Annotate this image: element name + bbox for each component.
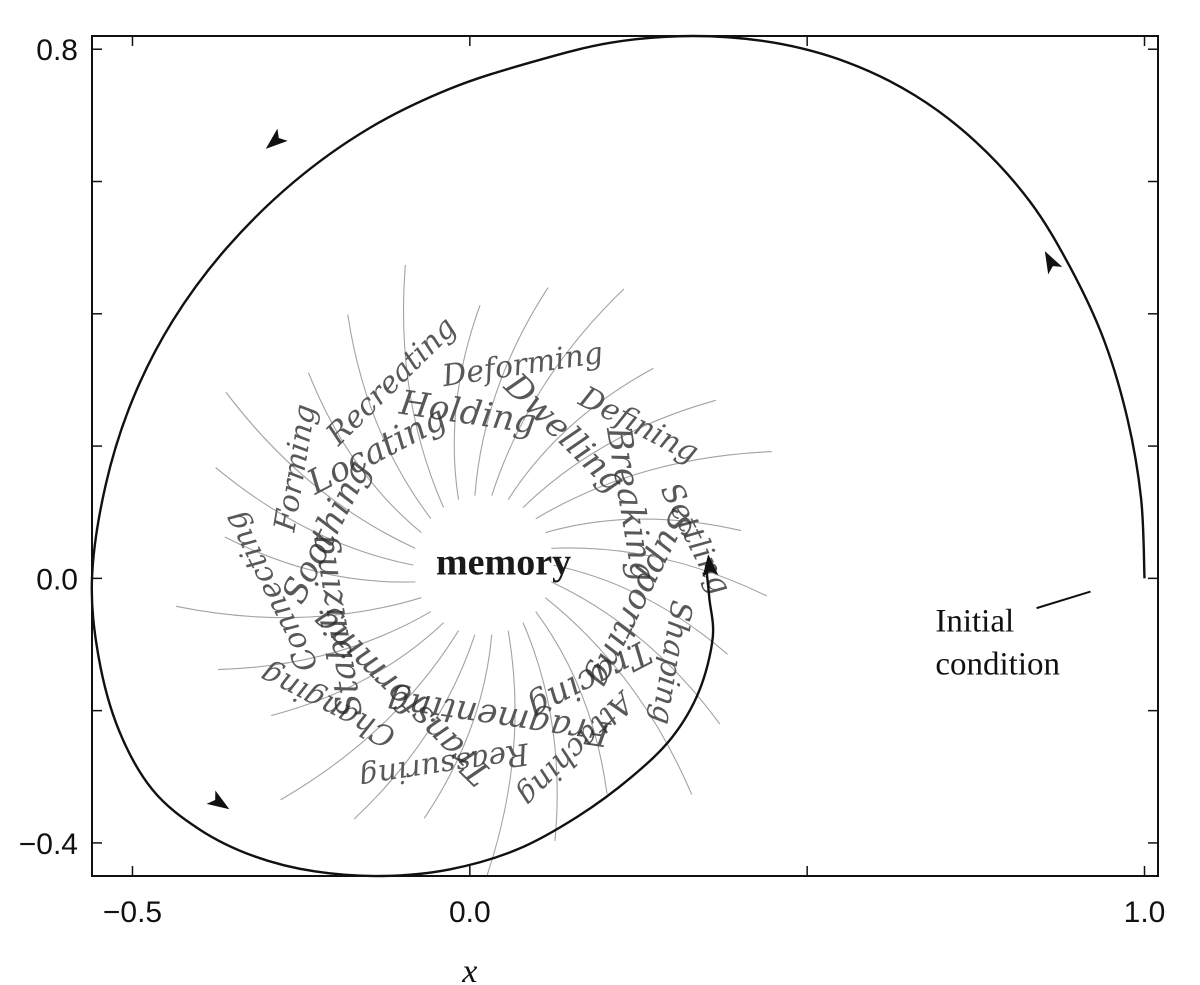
- scribble-stroke: [307, 372, 422, 534]
- x-tick-label: −0.5: [103, 896, 162, 929]
- scribble-stroke: [551, 547, 767, 597]
- scribble-stroke: [353, 634, 476, 820]
- trajectory-arrowhead: [265, 128, 288, 149]
- x-axis-label: x: [461, 953, 477, 985]
- scribble-stroke: [423, 634, 493, 819]
- scribble-stroke: [545, 518, 742, 534]
- scribble-stroke: [553, 564, 728, 655]
- scribble-stroke: [522, 399, 716, 508]
- scribble-stroke: [544, 597, 693, 795]
- scribble-stroke: [535, 611, 608, 794]
- scribble-stroke: [175, 597, 422, 619]
- scribble-stroke: [225, 391, 416, 549]
- scribble-stroke: [402, 265, 445, 508]
- scribble-stroke: [507, 367, 654, 500]
- scribble-stroke: [486, 630, 516, 876]
- x-tick-label: 1.0: [1124, 896, 1166, 929]
- scribble-stroke: [491, 288, 625, 496]
- center-label-memory: memory: [436, 541, 571, 583]
- scribble-stroke: [224, 536, 416, 583]
- y-tick-label: 0.0: [36, 563, 78, 596]
- scribble-stroke: [347, 314, 432, 520]
- initial-condition-pointer: [1036, 590, 1091, 610]
- scribble-stroke: [522, 622, 558, 842]
- scribble-stroke: [280, 630, 459, 801]
- scribble-stroke: [535, 451, 772, 520]
- y-tick-label: −0.4: [19, 828, 78, 861]
- x-tick-label: 0.0: [449, 896, 491, 929]
- trajectory-arrowhead: [206, 790, 230, 810]
- plot-border: [91, 35, 1159, 877]
- trajectory-arrowhead: [1044, 251, 1063, 275]
- scribble-stroke: [453, 304, 481, 500]
- trajectory-arrowhead: [702, 554, 719, 577]
- trajectory-curve: [90, 34, 1146, 878]
- initial-condition-label-line2: condition: [935, 646, 1060, 682]
- trajectory-layer: [90, 34, 1146, 878]
- scribble-stroke: [474, 287, 549, 496]
- scribble-stroke: [218, 611, 432, 671]
- initial-condition-label: Initial: [935, 603, 1014, 639]
- plot-frame: [91, 35, 1159, 877]
- axis-ticks: −0.5 0.0 1.0 0.8 0.0 −0.4: [19, 34, 1166, 929]
- scribble-stroke: [215, 466, 414, 566]
- scribble-stroke: [551, 581, 721, 725]
- scribble-stroke: [271, 622, 444, 717]
- y-tick-label: 0.8: [36, 34, 78, 67]
